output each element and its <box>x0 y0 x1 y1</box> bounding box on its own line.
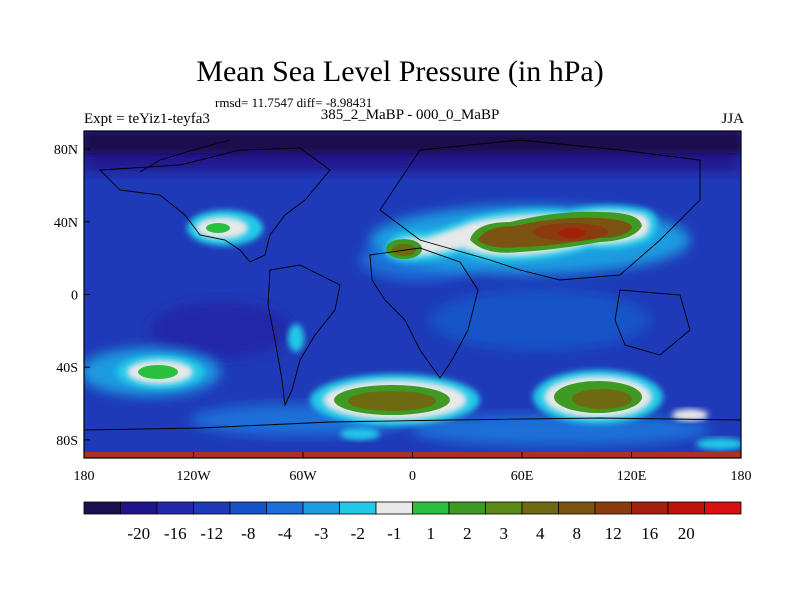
sp-high-green <box>138 365 178 379</box>
colorbar-label: 12 <box>605 524 622 543</box>
colorbar-swatch <box>156 501 194 515</box>
colorbar-swatch <box>83 501 121 515</box>
north-america-high <box>187 210 263 246</box>
tasman-patch <box>672 409 708 421</box>
africa-outline <box>369 247 479 379</box>
y-tick-label: 40N <box>54 216 78 231</box>
colorbar-swatch <box>448 501 486 515</box>
y-tick-label: 80N <box>54 143 78 158</box>
colorbar-swatch <box>558 501 596 515</box>
colorbar-label: -3 <box>314 524 328 543</box>
colorbar-label: 20 <box>678 524 695 543</box>
colorbar-label: 8 <box>573 524 582 543</box>
australia-outline <box>614 289 691 356</box>
pressure-anomaly-field <box>84 131 741 458</box>
colorbar-label: -1 <box>387 524 401 543</box>
colorbar-swatch <box>339 501 377 515</box>
x-tick-label: 60W <box>289 469 317 484</box>
x-tick-label: 180 <box>731 469 752 484</box>
latitude-axis: 80N 40N 0 40S 80S <box>54 143 90 449</box>
colorbar-swatch <box>375 501 413 515</box>
season-label: JJA <box>721 111 744 127</box>
colorbar-swatch <box>704 501 742 515</box>
colorbar-label: 2 <box>463 524 472 543</box>
colorbar-swatch <box>594 501 632 515</box>
colorbar-label: 1 <box>427 524 436 543</box>
antarctica-coast <box>84 417 741 431</box>
sa-high-olive <box>348 391 436 411</box>
asia-high-red <box>558 228 586 238</box>
colorbar-label: -12 <box>200 524 223 543</box>
andes-patch <box>288 324 304 352</box>
colorbar-swatch <box>302 501 340 515</box>
colorbar-swatches <box>83 501 742 515</box>
x-tick-label: 120W <box>176 469 211 484</box>
colorbar-swatch <box>521 501 559 515</box>
eurasia-high <box>370 205 690 274</box>
eurasia-outline <box>379 139 701 281</box>
colorbar-swatch <box>412 501 450 515</box>
colorbar-label: -4 <box>278 524 293 543</box>
colorbar-label: -8 <box>241 524 255 543</box>
colorbar-label: -2 <box>351 524 365 543</box>
colorbar-swatch <box>631 501 669 515</box>
south-indian-high <box>533 370 663 424</box>
longitude-axis: 180 120W 60W 0 60E 120E 180 <box>74 452 752 484</box>
y-tick-label: 80S <box>56 434 78 449</box>
colorbar-label: 16 <box>641 524 658 543</box>
greenland-outline <box>139 139 231 173</box>
si-high-olive <box>572 389 632 409</box>
ross-patch <box>696 438 741 450</box>
y-tick-label: 0 <box>71 289 78 304</box>
y-tick-label: 40S <box>56 361 78 376</box>
pacific-low-patch <box>150 302 290 358</box>
experiment-label: Expt = teYiz1-teyfa3 <box>84 111 210 127</box>
south-atlantic-high <box>310 374 480 426</box>
colorbar-swatch <box>229 501 267 515</box>
indian-ocean-patch <box>430 290 650 350</box>
south-pacific-high <box>116 355 204 389</box>
x-tick-label: 0 <box>409 469 416 484</box>
x-tick-label: 120E <box>617 469 647 484</box>
na-high-green <box>206 223 230 233</box>
colorbar-swatch <box>266 501 304 515</box>
colorbar-label: -20 <box>127 524 150 543</box>
arctic-deep-band <box>84 131 741 153</box>
north-america-outline <box>98 147 331 263</box>
colorbar-swatch <box>120 501 158 515</box>
southern-ocean-patch-b <box>410 414 710 446</box>
continent-outlines <box>84 139 741 431</box>
colorbar-label: 3 <box>500 524 509 543</box>
x-tick-label: 180 <box>74 469 95 484</box>
south-america-outline <box>267 264 341 407</box>
colorbar-label: -16 <box>164 524 187 543</box>
colorbar-swatch <box>193 501 231 515</box>
comparison-label: 385_2_MaBP - 000_0_MaBP <box>320 107 500 123</box>
rmsd-diff-stats: rmsd= 11.7547 diff= -8.98431 <box>215 95 373 110</box>
plot-title: Mean Sea Level Pressure (in hPa) <box>196 55 604 88</box>
colorbar-label: 4 <box>536 524 545 543</box>
colorbar-swatch <box>485 501 523 515</box>
colorbar-labels: -20 -16 -12 -8 -4 -3 -2 -1 1 2 3 4 8 12 16 20 <box>127 524 694 543</box>
colorbar-swatch <box>667 501 705 515</box>
x-tick-label: 60E <box>511 469 534 484</box>
weddell-patch <box>340 428 380 440</box>
